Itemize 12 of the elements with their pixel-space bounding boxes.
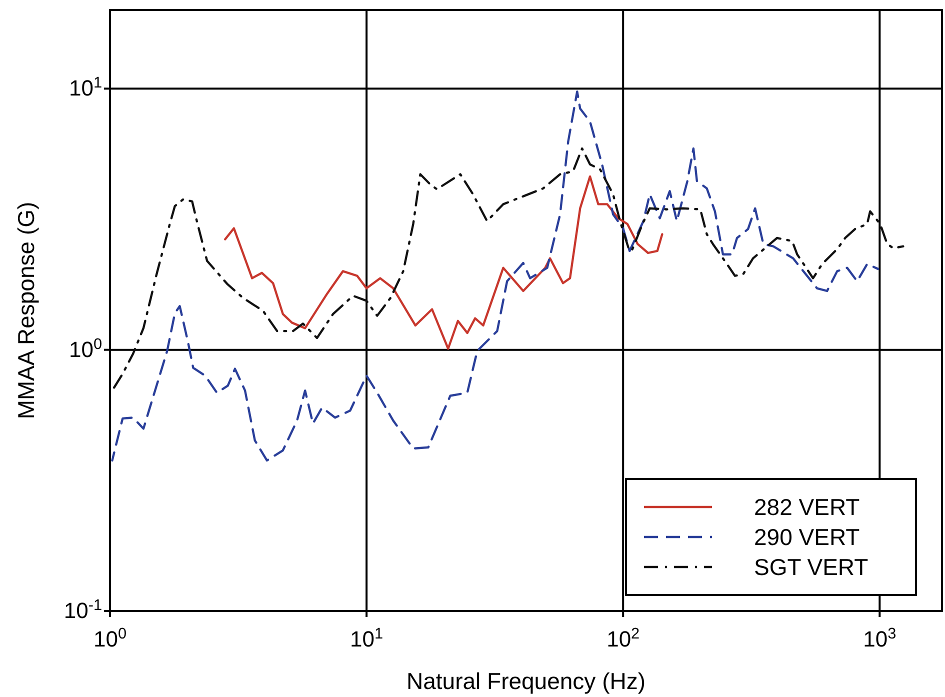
x-tick-label: 10$^{3}$ — [863, 624, 896, 652]
y-tick-label: 10$^{0}$ — [68, 335, 102, 362]
x-tick-label: 10$^{0}$ — [93, 624, 127, 652]
x-tick-label: 10$^{1}$ — [350, 624, 384, 652]
y-axis-title: MMAA Response (G) — [13, 202, 39, 420]
y-tick-label: 10$^{1}$ — [68, 74, 102, 101]
x-tick-label: 10$^{2}$ — [606, 624, 640, 652]
legend-label: SGT VERT — [754, 554, 868, 580]
legend-label: 282 VERT — [754, 494, 860, 520]
legend-label: 290 VERT — [754, 524, 860, 550]
y-tick-label: 10$^{-1}$ — [64, 596, 102, 624]
x-axis-title: Natural Frequency (Hz) — [406, 668, 646, 694]
